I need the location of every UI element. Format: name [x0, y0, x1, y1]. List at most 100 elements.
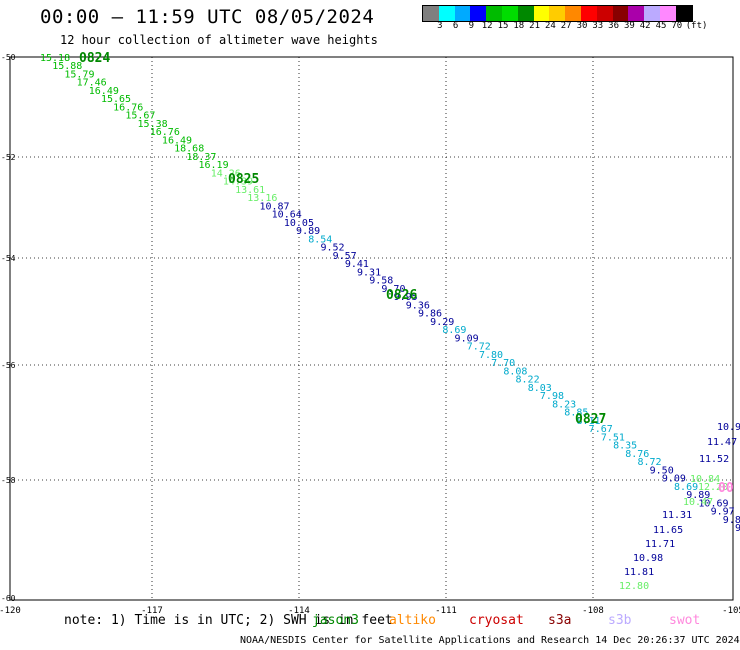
- wave-height-label: 15.18: [40, 53, 70, 64]
- date-label: 0826: [386, 288, 417, 303]
- lon-tick-label: -114: [288, 606, 310, 616]
- wave-height-label: 12.20: [698, 482, 728, 493]
- wave-height-label: 7.98: [540, 391, 564, 402]
- color-scale-label: 9: [468, 21, 475, 31]
- wave-height-label: 11.52: [699, 454, 729, 465]
- wave-height-label: 10.05: [284, 218, 314, 229]
- lat-tick-label: -50: [1, 53, 16, 62]
- wave-height-label: 15.79: [64, 69, 94, 80]
- color-swatch: [501, 6, 518, 21]
- lat-tick-label: -60: [1, 594, 16, 603]
- color-swatch: [659, 6, 676, 21]
- wave-height-label: 15.67: [125, 111, 155, 122]
- wave-height-label: 11.65: [653, 525, 683, 536]
- wave-height-label: 9.57: [333, 251, 357, 262]
- legend-item-altiko: altiko: [389, 613, 436, 628]
- wave-height-label: 9.95: [394, 292, 418, 303]
- color-scale-label: 6: [452, 21, 459, 31]
- wave-height-label: 8.23: [552, 399, 576, 410]
- wave-height-label: 9.97: [711, 507, 735, 518]
- wave-height-label: 8.11: [576, 416, 600, 427]
- color-swatch: [580, 6, 597, 21]
- color-swatch: [612, 6, 629, 21]
- legend-item-jason3: jason3: [312, 613, 359, 628]
- wave-height-label: 9.58: [369, 276, 393, 287]
- wave-height-label: 10.64: [272, 210, 302, 221]
- wave-height-label: 8.72: [637, 457, 661, 468]
- wave-height-label: 8.08: [503, 366, 527, 377]
- wave-height-label: 17.46: [77, 78, 107, 89]
- wave-height-label: 8.03: [528, 383, 552, 394]
- wave-height-label: 15.88: [52, 61, 82, 72]
- wave-height-label: 15.65: [101, 94, 131, 105]
- wave-height-label: 9.50: [650, 465, 674, 476]
- page-subtitle: 12 hour collection of altimeter wave hei…: [60, 33, 378, 47]
- color-scale-label: 39: [623, 21, 635, 31]
- color-scale-label: 18: [513, 21, 525, 31]
- wave-height-label: 7.72: [467, 342, 491, 353]
- wave-height-label: 11.81: [624, 567, 654, 578]
- color-scale-label: 30: [576, 21, 588, 31]
- color-swatch: [596, 6, 613, 21]
- lon-tick-label: -120: [0, 606, 21, 616]
- wave-height-label: 10.84: [690, 474, 720, 485]
- color-swatch: [644, 6, 660, 21]
- wave-height-label: 16.76: [150, 127, 180, 138]
- color-scale-label: 45: [655, 21, 667, 31]
- lon-tick-label: -111: [435, 606, 457, 616]
- color-swatch: [438, 6, 455, 21]
- wave-height-label: 10.98: [633, 553, 663, 564]
- wave-height-label: 11.31: [662, 510, 692, 521]
- wave-height-label: 8.35: [613, 441, 637, 452]
- wave-height-label: 9.29: [735, 523, 740, 534]
- color-scale-label: 42: [639, 21, 651, 31]
- date-label: 0827: [575, 412, 606, 427]
- wave-height-label: 9.09: [662, 474, 686, 485]
- wave-height-label: 9.89: [296, 226, 320, 237]
- wave-height-label: 7.51: [601, 432, 625, 443]
- color-swatch: [517, 6, 534, 21]
- wave-height-label: 9.09: [455, 333, 479, 344]
- lat-tick-label: -52: [1, 153, 16, 162]
- wave-height-label: 11.47: [707, 437, 737, 448]
- wave-height-label: 7.70: [491, 358, 515, 369]
- wave-height-label: 7.67: [589, 424, 613, 435]
- wave-height-label: 18.68: [174, 144, 204, 155]
- date-label: 0825: [228, 172, 259, 187]
- wave-height-label: 10.87: [259, 201, 289, 212]
- lon-tick-label: -117: [141, 606, 163, 616]
- wave-height-label: 8.85: [564, 408, 588, 419]
- color-scale-label: 21: [529, 21, 541, 31]
- wave-height-label: 15.38: [138, 119, 168, 130]
- wave-height-label: 8.76: [625, 449, 649, 460]
- page-title: 00:00 — 11:59 UTC 08/05/2024: [40, 6, 375, 28]
- color-scale-bar: [422, 5, 693, 22]
- wave-height-label: 13.16: [247, 193, 277, 204]
- legend-item-cryosat: cryosat: [469, 613, 524, 628]
- wave-height-label: 16.76: [113, 102, 143, 113]
- legend-item-swot: swot: [669, 613, 701, 628]
- wave-height-label: 10.9: [717, 422, 740, 433]
- credit-footer: NOAA/NESDIS Center for Satellite Applica…: [240, 635, 740, 646]
- color-scale-label: 27: [560, 21, 572, 31]
- wave-height-label: 8.69: [442, 325, 466, 336]
- wave-height-label: 13.61: [235, 185, 265, 196]
- color-swatch: [549, 6, 566, 21]
- color-scale-labels: 3 6 9 12 15 18 21 24 27 30 33 36 39 42 45 70 (ft): [422, 21, 740, 33]
- wave-height-label: 8.69: [674, 482, 698, 493]
- color-scale-label: (ft): [685, 21, 708, 31]
- wave-height-label: 9.70: [381, 284, 405, 295]
- wave-height-label: 9.41: [345, 259, 369, 270]
- color-swatch: [423, 6, 439, 21]
- wave-height-label: 9.52: [320, 243, 344, 254]
- wave-height-label: 7.80: [479, 350, 503, 361]
- wave-height-label: 16.49: [162, 135, 192, 146]
- footnote-units: note: 1) Time is in UTC; 2) SWH is in fe…: [64, 613, 393, 628]
- lon-tick-label: -108: [582, 606, 604, 616]
- color-swatch: [470, 6, 487, 21]
- map-frame: [9, 56, 734, 601]
- legend-item-s3a: s3a: [548, 613, 572, 628]
- wave-height-label: 8.54: [308, 234, 332, 245]
- lat-tick-label: -54: [1, 254, 16, 263]
